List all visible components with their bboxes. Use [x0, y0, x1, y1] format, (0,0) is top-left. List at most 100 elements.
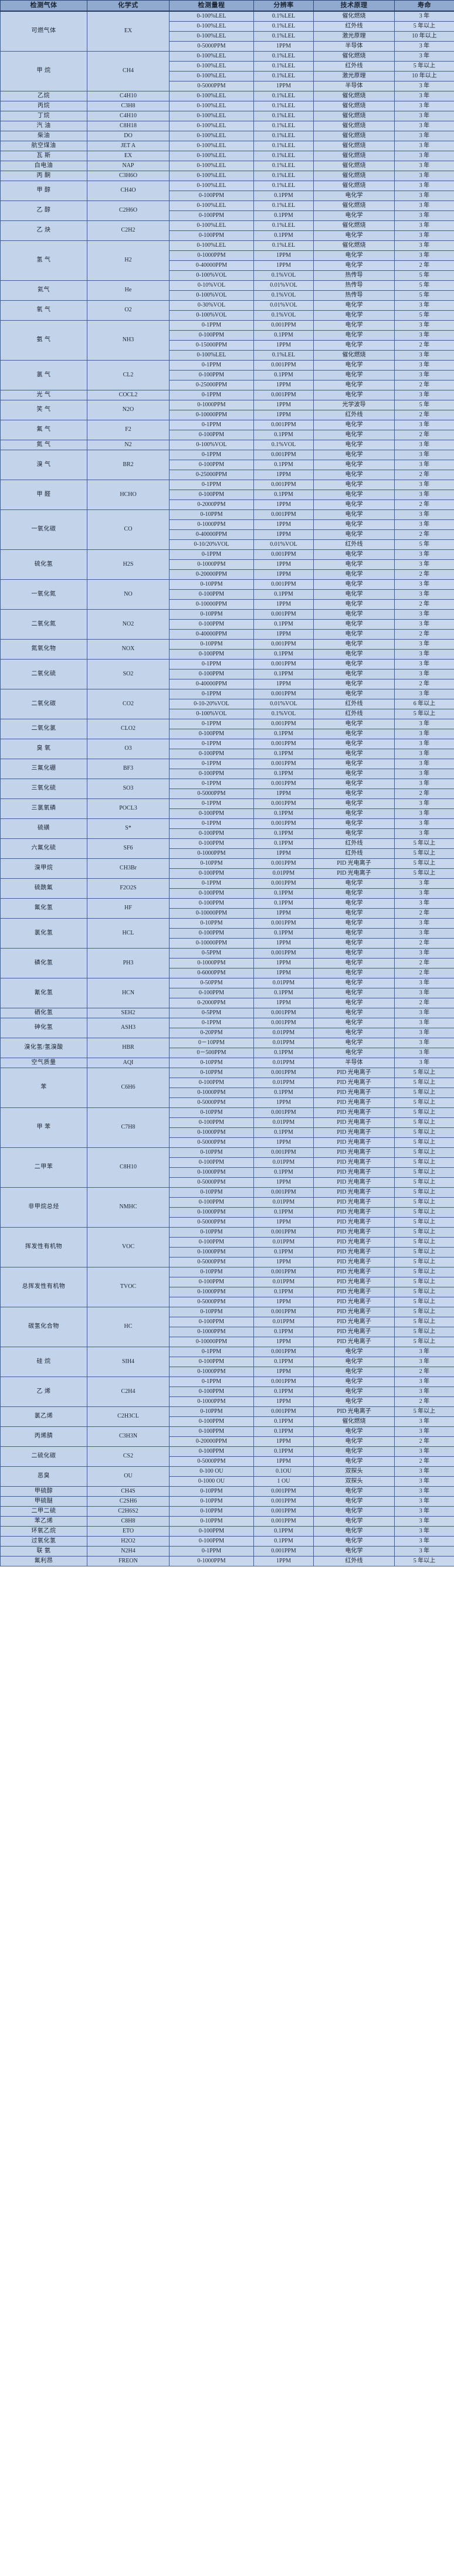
resolution-cell: 0.1%LEL: [253, 181, 314, 191]
lifetime-cell: 3 年: [394, 818, 454, 829]
table-row: 0-1000PPM 0.1PPM PID 光电离子 5 年以上: [1, 1127, 454, 1138]
principle-cell: 电化学: [313, 1396, 395, 1407]
principle-cell: 电化学: [313, 918, 395, 929]
resolution-cell: 0.001PPM: [253, 1347, 314, 1357]
lifetime-cell: 3 年: [394, 1466, 454, 1477]
range-cell: 0-100PPM: [169, 460, 254, 470]
table-row: 0-40000PPM 1PPM 电化学 2 年: [1, 679, 454, 689]
range-cell: 0-100%LEL: [169, 31, 254, 42]
principle-cell: PID 光电离子: [313, 1147, 395, 1158]
lifetime-cell: 2 年: [394, 260, 454, 271]
gas-detection-table: 检测气体 化学式 检测量程 分辨率 技术原理 寿命 可燃气体 EX 0-100%LE…: [0, 0, 454, 1566]
principle-cell: 电化学: [313, 509, 395, 520]
principle-cell: PID 光电离子: [313, 1227, 395, 1238]
resolution-cell: 0.001PPM: [253, 878, 314, 889]
range-cell: 0-10PPM: [169, 1187, 254, 1198]
principle-cell: 催化燃烧: [313, 101, 395, 111]
gas-name-cell: 二甲二硫: [0, 1506, 87, 1517]
lifetime-cell: 5 年以上: [394, 1297, 454, 1307]
gas-name-cell: 三氯氧磷: [0, 798, 87, 819]
lifetime-cell: 5 年以上: [394, 1078, 454, 1088]
resolution-cell: 0.01PPM: [253, 1028, 314, 1038]
resolution-cell: 0.001PPM: [253, 1267, 314, 1277]
table-row: 汽 油 C8H18 0-100%LEL 0.1%LEL 催化燃烧 3 年: [0, 121, 454, 131]
resolution-cell: 0.001PPM: [253, 579, 314, 590]
table-row: 氯乙烯 C2H3CL 0-10PPM 0.001PPM PID 光电离子 5 年以上: [0, 1406, 454, 1427]
principle-cell: 半导体: [313, 41, 395, 52]
table-row: 0-100PPM 0.01PPM PID 光电离子 5 年以上: [1, 868, 454, 879]
range-cell: 0-40000PPM: [169, 629, 254, 640]
principle-cell: 电化学: [313, 390, 395, 400]
lifetime-cell: 2 年: [394, 789, 454, 799]
lifetime-cell: 5 年以上: [394, 1147, 454, 1158]
lifetime-cell: 5 年: [394, 539, 454, 550]
lifetime-cell: 3 年: [394, 1347, 454, 1357]
lifetime-cell: 5 年: [394, 280, 454, 291]
range-cell: 0-1000PPM: [169, 1247, 254, 1258]
table-row: 三氧化硫 SO3 0-1PPM 0.001PPM 电化学 3 年: [0, 779, 454, 799]
lifetime-cell: 3 年: [394, 1516, 454, 1527]
table-row: 硫磺 S* 0-1PPM 0.001PPM 电化学 3 年: [0, 818, 454, 839]
range-cell: 0-20000PPM: [169, 1436, 254, 1447]
range-cell: 0-100PPM: [169, 838, 254, 849]
gas-name-cell: 苯: [0, 1068, 87, 1108]
table-row: 0-1000PPM 1PPM 电化学 2 年: [1, 1396, 454, 1407]
table-row: 航空煤油 JET A 0-100%LEL 0.1%LEL 催化燃烧 3 年: [0, 141, 454, 151]
lifetime-cell: 3 年: [394, 1386, 454, 1397]
table-row: 硫酰氟 F2O2S 0-1PPM 0.001PPM 电化学 3 年: [0, 878, 454, 899]
table-row: 0-2000PPM 1PPM 电化学 2 年: [1, 998, 454, 1008]
resolution-cell: 1PPM: [253, 519, 314, 530]
principle-cell: 电化学: [313, 779, 395, 789]
table-row: 瓦 斯 EX 0-100%LEL 0.1%LEL 催化燃烧 3 年: [0, 151, 454, 161]
gas-name-cell: 二硫化碳: [0, 1446, 87, 1467]
resolution-cell: 0.1PPM: [253, 828, 314, 839]
range-cell: 0-5000PPM: [169, 1456, 254, 1467]
range-cell: 0-5000PPM: [169, 41, 254, 52]
lifetime-cell: 2 年: [394, 908, 454, 919]
resolution-cell: 0.001PPM: [253, 1516, 314, 1527]
principle-cell: 红外线: [313, 1556, 395, 1566]
resolution-cell: 1PPM: [253, 41, 314, 52]
chemical-formula-cell: BF3: [87, 759, 170, 779]
lifetime-cell: 3 年: [394, 669, 454, 679]
range-cell: 0-1000PPM: [169, 1127, 254, 1138]
lifetime-cell: 5 年以上: [394, 1287, 454, 1297]
table-row: 0-5000PPM 1PPM 电化学 2 年: [1, 1456, 454, 1467]
table-row: 0-2000PPM 1PPM 电化学 2 年: [1, 499, 454, 510]
principle-cell: 电化学: [313, 1506, 395, 1517]
resolution-cell: 1PPM: [253, 1396, 314, 1407]
table-header: 检测气体 化学式 检测量程 分辨率 技术原理 寿命: [0, 0, 454, 12]
lifetime-cell: 5 年以上: [394, 1167, 454, 1178]
gas-name-cell: 联 氨: [0, 1546, 87, 1557]
range-cell: 0-100%LEL: [169, 71, 254, 81]
range-cell: 0-20PPM: [169, 1028, 254, 1038]
chemical-formula-cell: F2O2S: [87, 878, 170, 899]
principle-cell: 电化学: [313, 808, 395, 819]
range-cell: 0-100%LEL: [169, 21, 254, 32]
principle-cell: 催化燃烧: [313, 51, 395, 62]
range-cell: 0-10PPM: [169, 918, 254, 929]
lifetime-cell: 5 年以上: [394, 1406, 454, 1417]
gas-name-cell: 氮 气: [0, 440, 87, 450]
lifetime-cell: 5 年以上: [394, 1127, 454, 1138]
resolution-cell: 0.1PPM: [253, 1048, 314, 1058]
lifetime-cell: 3 年: [394, 609, 454, 620]
range-cell: 0-10/20%VOL: [169, 539, 254, 550]
resolution-cell: 0.001PPM: [253, 320, 314, 331]
principle-cell: 电化学: [313, 230, 395, 241]
range-cell: 0-100%LEL: [169, 11, 254, 22]
gas-name-cell: 甲硫醚: [0, 1496, 87, 1507]
resolution-cell: 1PPM: [253, 998, 314, 1008]
gas-name-cell: 氟 气: [0, 420, 87, 440]
lifetime-cell: 3 年: [394, 460, 454, 470]
table-row: 甲 醛 HCHO 0-1PPM 0.001PPM 电化学 3 年: [0, 480, 454, 510]
principle-cell: 电化学: [313, 978, 395, 988]
lifetime-cell: 3 年: [394, 948, 454, 959]
lifetime-cell: 2 年: [394, 968, 454, 978]
principle-cell: 光学波导: [313, 400, 395, 410]
resolution-cell: 0.1%LEL: [253, 61, 314, 72]
gas-name-cell: 溴 气: [0, 450, 87, 480]
range-cell: 0-100%LEL: [169, 181, 254, 191]
range-cell: 0-100PPM: [169, 649, 254, 660]
range-cell: 0-5000PPM: [169, 1297, 254, 1307]
